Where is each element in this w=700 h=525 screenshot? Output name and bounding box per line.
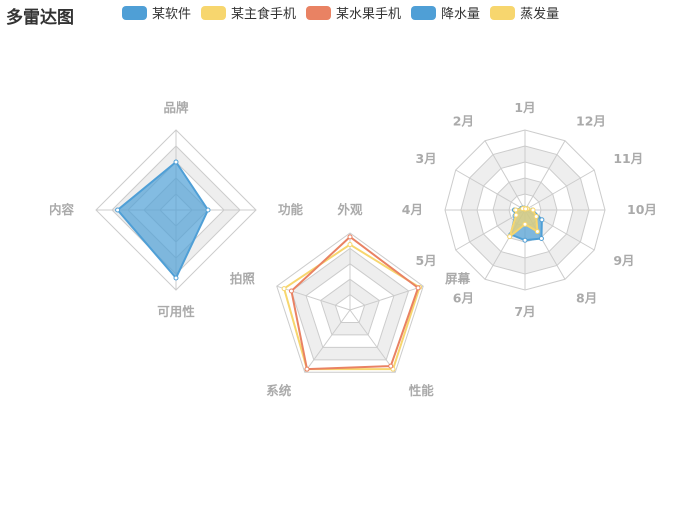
radar-data-point	[415, 285, 421, 291]
radar-data-point	[530, 207, 536, 213]
radar-data-point	[523, 206, 529, 212]
radar-data-point	[281, 286, 287, 292]
radar-data-point	[539, 217, 545, 223]
legend-item[interactable]: 某水果手机	[306, 3, 401, 22]
radar-indicator-label: 功能	[278, 202, 304, 217]
legend-label: 降水量	[441, 7, 481, 22]
radar-axis-line	[349, 285, 424, 311]
chart-title: 多雷达图	[6, 8, 74, 28]
radar-indicator-label: 8月	[576, 290, 597, 305]
legend-item[interactable]: 某软件	[122, 3, 191, 22]
radar-indicator-label: 外观	[336, 202, 363, 217]
radar-data-point	[534, 229, 540, 235]
radar-data-point	[388, 363, 394, 369]
radar-axis-line	[304, 309, 351, 373]
radar-indicator-label: 11月	[613, 151, 643, 166]
legend-swatch	[411, 5, 437, 20]
radar-data-point	[304, 366, 310, 372]
radar-indicator-label: 品牌	[163, 100, 189, 115]
legend-swatch	[490, 5, 516, 20]
radar-data-point	[513, 212, 519, 218]
radar-indicator-label: 7月	[514, 304, 535, 319]
radar-data-point	[347, 234, 353, 240]
radar-data-point	[522, 221, 528, 227]
legend-label: 某软件	[152, 7, 192, 22]
legend: 某软件 某主食手机 某水果手机 降水量 蒸发量	[122, 3, 559, 22]
radar-indicator-label: 10月	[627, 202, 657, 217]
radar-split-line	[290, 247, 410, 361]
radar-indicator-label: 3月	[415, 151, 436, 166]
radar-indicator-label: 可用性	[157, 304, 195, 319]
radar-axis-line	[484, 140, 526, 211]
radar-split-line	[276, 232, 424, 373]
legend-item[interactable]: 某主食手机	[201, 3, 296, 22]
radar-axis-line	[349, 309, 396, 373]
legend-label: 蒸发量	[520, 7, 560, 22]
radar-split-line	[334, 293, 366, 323]
radar-axis-line	[455, 169, 526, 211]
radar-axis-line	[524, 140, 566, 211]
radar-data-point	[115, 207, 121, 213]
radar-indicator-label: 性能	[408, 383, 435, 398]
radar-indicator-label: 9月	[613, 253, 634, 268]
radar-data-point	[205, 207, 211, 213]
radar-indicator-label: 6月	[453, 290, 474, 305]
radar-axis-line	[524, 169, 595, 211]
legend-swatch	[306, 5, 332, 20]
legend-label: 某水果手机	[336, 7, 402, 22]
radar-split-line	[305, 263, 395, 348]
radar-data-point	[533, 214, 539, 220]
radar-data-point	[173, 159, 179, 165]
radar-data-point	[173, 275, 179, 281]
legend-swatch	[122, 5, 147, 20]
radar-indicator-label: 12月	[576, 114, 606, 129]
radar-indicator-label: 2月	[453, 114, 474, 129]
radar-data-point	[347, 242, 353, 248]
radar-chart-3: 1月 2月 3月 4月 5月 6月 7月 8月 9月 10月 11月 12月	[402, 100, 657, 319]
radar-indicator-label: 5月	[415, 253, 436, 268]
radar-indicator-label: 拍照	[230, 271, 256, 286]
radar-indicator-label: 内容	[49, 202, 75, 217]
legend-swatch	[201, 5, 227, 20]
radar-data-point	[288, 288, 294, 294]
legend-item[interactable]: 蒸发量	[490, 3, 559, 22]
radar-data-point	[513, 207, 519, 213]
radar-indicator-label: 屏幕	[444, 271, 471, 286]
radar-indicator-label: 系统	[266, 383, 292, 398]
radar-split-line	[320, 278, 380, 336]
legend-item[interactable]: 降水量	[411, 3, 480, 22]
radar-data-point	[507, 234, 513, 240]
radar-indicator-label: 4月	[402, 202, 423, 217]
radar-data-point	[538, 235, 544, 241]
radar-series-area	[290, 235, 420, 371]
radar-axis-line	[276, 285, 351, 311]
legend-label: 某主食手机	[231, 7, 297, 22]
radar-indicator-label: 1月	[514, 100, 535, 115]
radar-data-point	[522, 237, 528, 243]
